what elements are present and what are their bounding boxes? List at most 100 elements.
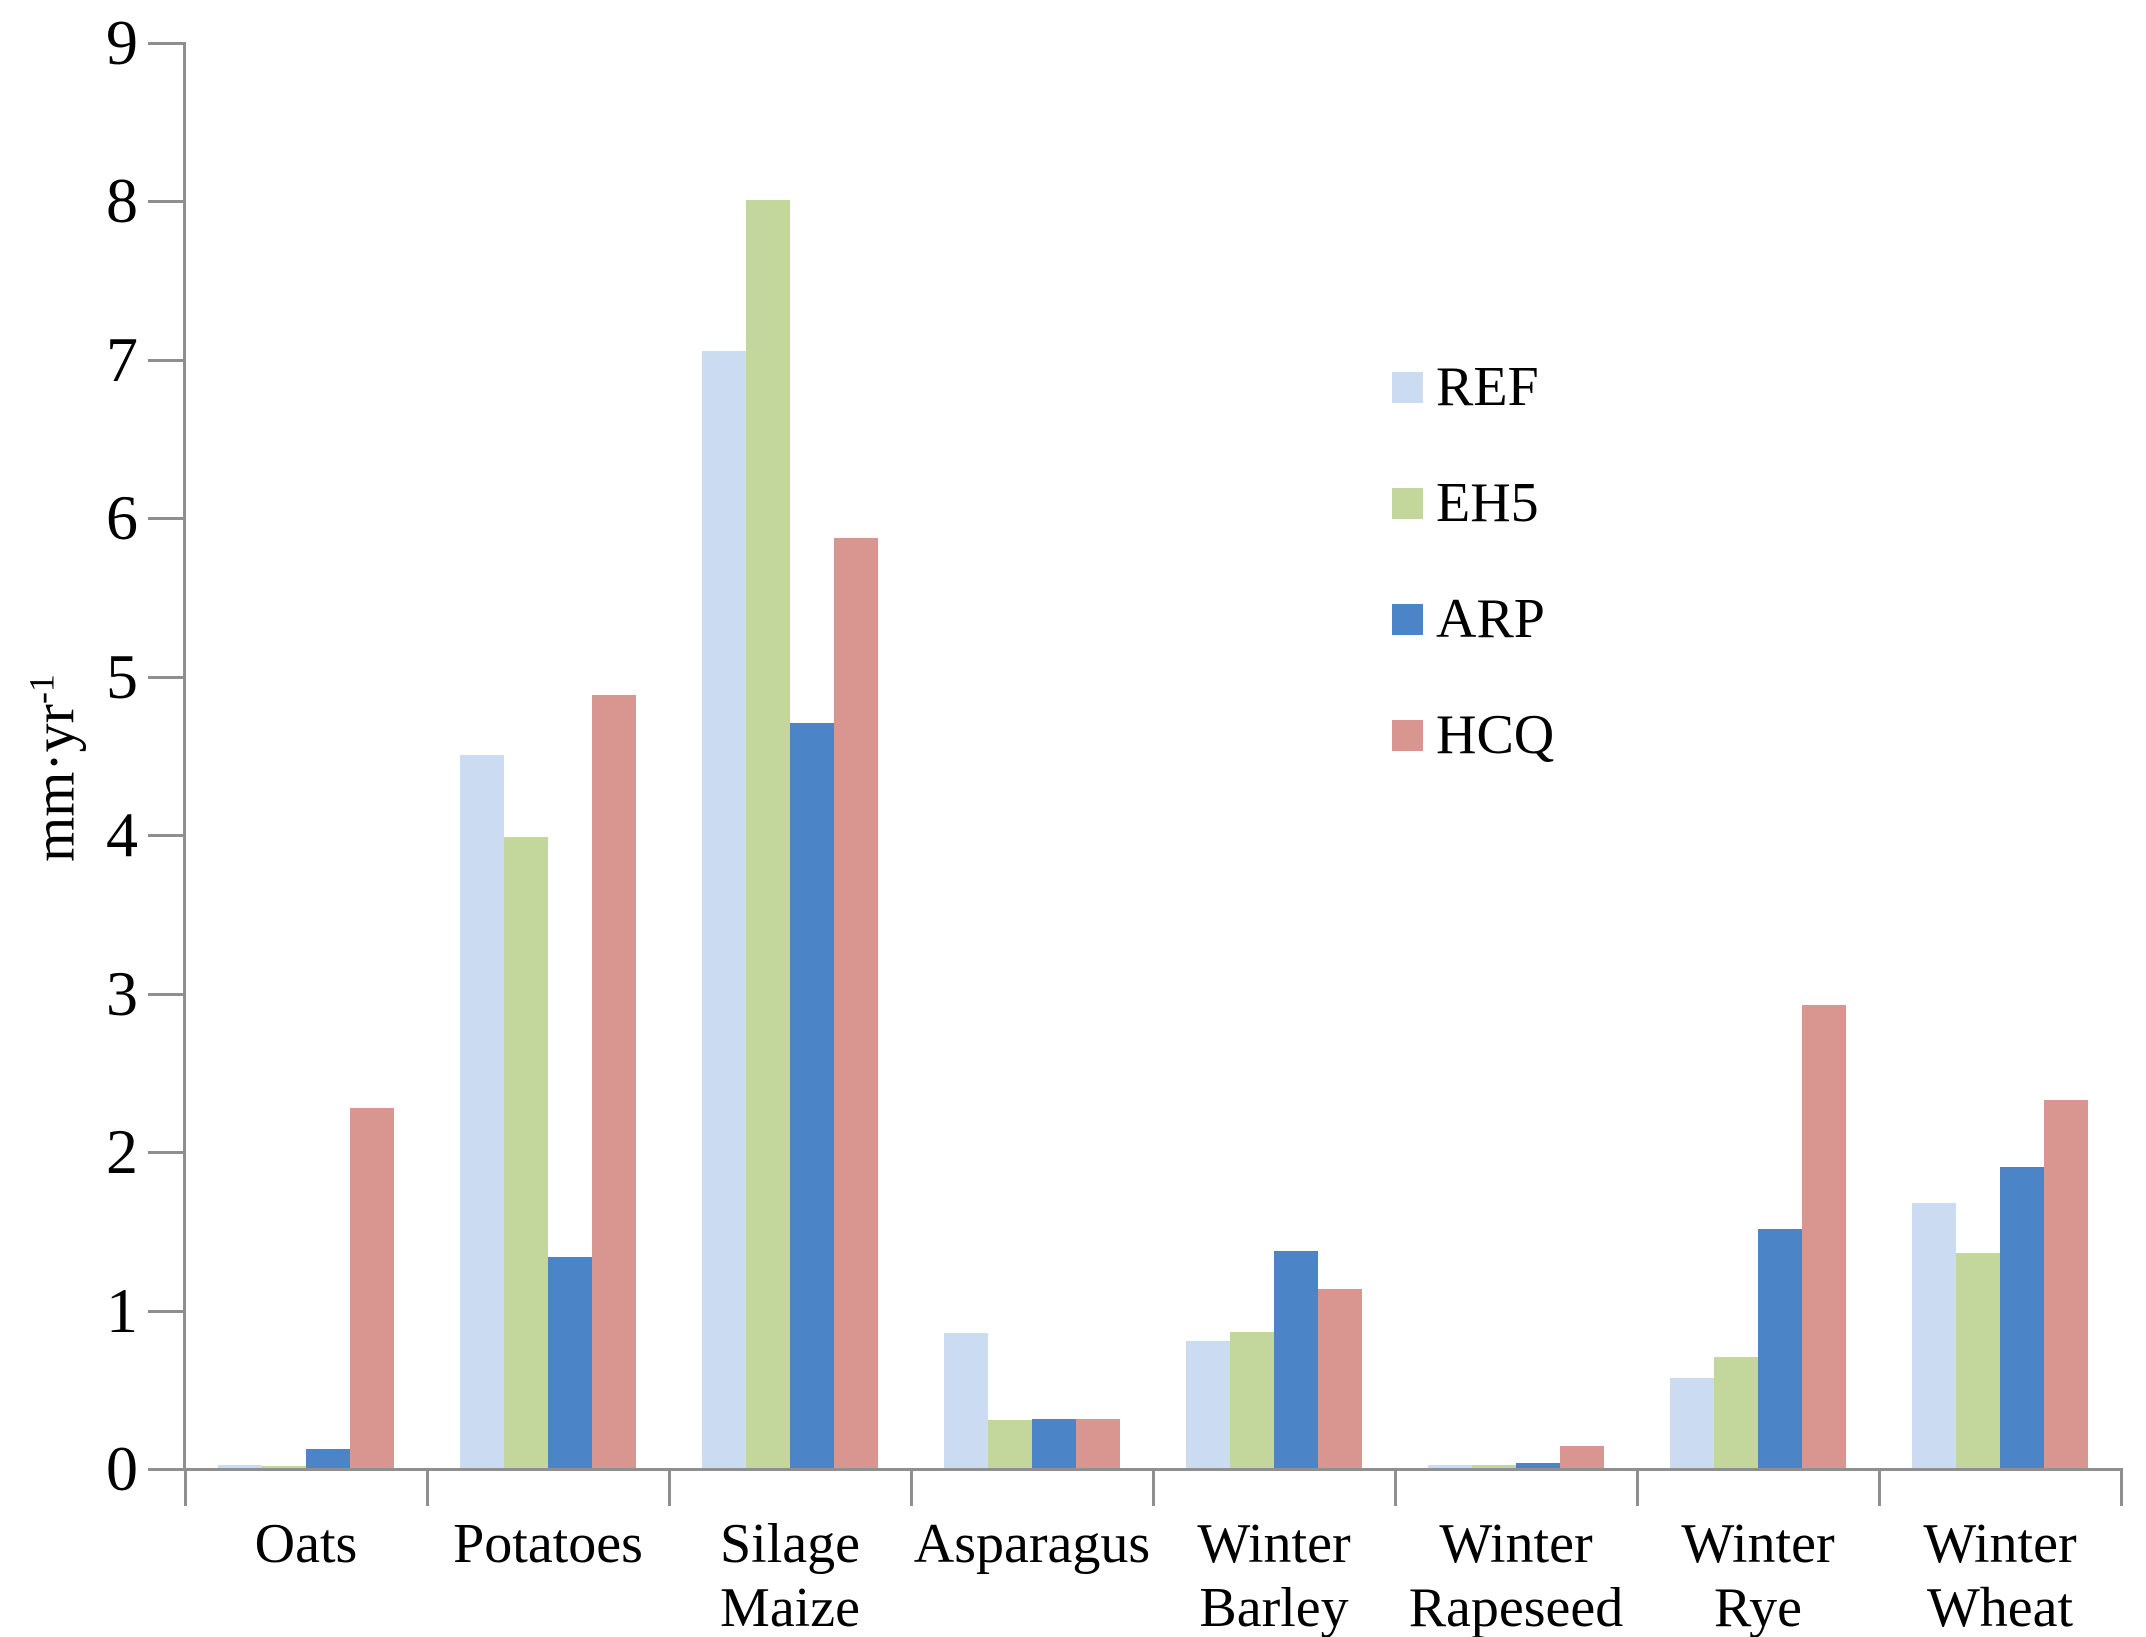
x-tick-mark-5 xyxy=(1393,1468,1397,1506)
legend-label-hcq: HCQ xyxy=(1436,704,1555,766)
legend-swatch-ref xyxy=(1392,371,1423,403)
bar-oats-hcq xyxy=(350,1108,394,1468)
bar-asparagus-hcq xyxy=(1076,1419,1120,1468)
bar-winter-wheat-ref xyxy=(1912,1203,1956,1468)
bar-silage-maize-eh5 xyxy=(746,200,790,1468)
x-category-label-line: Rapeseed xyxy=(1408,1577,1624,1637)
bar-potatoes-ref xyxy=(460,755,504,1468)
x-tick-mark-0 xyxy=(183,1468,187,1506)
y-tick-label-3: 3 xyxy=(106,957,138,1029)
x-tick-mark-7 xyxy=(1877,1468,1881,1506)
legend: REF EH5 ARP HCQ xyxy=(1392,354,1554,818)
y-tick-label-0: 0 xyxy=(106,1433,138,1504)
y-tick-label-1: 1 xyxy=(106,1274,138,1346)
x-category-label-line: Maize xyxy=(720,1577,860,1637)
legend-item-ref: REF xyxy=(1392,354,1554,420)
bar-silage-maize-ref xyxy=(702,351,746,1468)
x-category-label-line: Barley xyxy=(1199,1577,1349,1637)
y-tick-mark-8 xyxy=(148,200,184,204)
legend-swatch-hcq xyxy=(1392,719,1423,751)
x-tick-mark-2 xyxy=(667,1468,671,1506)
x-tick-mark-3 xyxy=(909,1468,913,1506)
bar-winter-rye-ref xyxy=(1670,1378,1714,1468)
y-tick-mark-6 xyxy=(148,517,184,521)
legend-label-ref: REF xyxy=(1436,356,1539,418)
x-category-label-line: Oats xyxy=(254,1513,358,1575)
bar-asparagus-ref xyxy=(944,1333,988,1468)
bar-asparagus-eh5 xyxy=(988,1420,1032,1468)
bar-winter-rapeseed-ref xyxy=(1428,1465,1472,1468)
y-tick-label-8: 8 xyxy=(106,165,138,237)
bar-oats-ref xyxy=(218,1465,262,1468)
x-category-label-line: Winter xyxy=(1681,1513,1835,1575)
x-category-label-line: Silage xyxy=(720,1513,860,1575)
bar-group-winter-rapeseed xyxy=(1395,42,1637,1468)
legend-item-hcq: HCQ xyxy=(1392,702,1554,768)
y-tick-mark-2 xyxy=(148,1151,184,1155)
x-category-label-winter-barley: Winter Barley xyxy=(1153,1512,1395,1637)
bar-winter-rapeseed-hcq xyxy=(1560,1446,1604,1468)
legend-swatch-arp xyxy=(1392,603,1423,635)
x-axis-line xyxy=(148,1468,2123,1471)
bar-winter-wheat-eh5 xyxy=(1956,1253,2000,1468)
bar-silage-maize-hcq xyxy=(834,538,878,1468)
bar-group-potatoes xyxy=(427,42,669,1468)
x-category-label-oats: Oats xyxy=(185,1512,427,1576)
bar-group-winter-barley xyxy=(1153,42,1395,1468)
y-axis-line xyxy=(183,42,186,1471)
bar-group-winter-rye xyxy=(1637,42,1879,1468)
bar-group-asparagus xyxy=(911,42,1153,1468)
legend-label-arp: ARP xyxy=(1436,588,1545,650)
bar-group-winter-wheat xyxy=(1879,42,2121,1468)
y-tick-label-7: 7 xyxy=(106,323,138,395)
bar-winter-rye-arp xyxy=(1758,1229,1802,1468)
bar-silage-maize-arp xyxy=(790,723,834,1468)
y-tick-mark-0 xyxy=(148,1468,184,1471)
legend-label-eh5: EH5 xyxy=(1436,472,1539,534)
bar-potatoes-hcq xyxy=(592,695,636,1468)
legend-item-arp: ARP xyxy=(1392,586,1554,652)
x-tick-mark-6 xyxy=(1635,1468,1639,1506)
y-tick-mark-7 xyxy=(148,358,184,362)
bar-winter-wheat-hcq xyxy=(2044,1100,2088,1468)
x-category-label-potatoes: Potatoes xyxy=(427,1512,669,1576)
x-category-label-silage-maize: Silage Maize xyxy=(669,1512,911,1637)
y-tick-mark-4 xyxy=(148,834,184,838)
bar-group-oats xyxy=(185,42,427,1468)
x-tick-mark-1 xyxy=(425,1468,429,1506)
y-tick-mark-3 xyxy=(148,992,184,996)
y-tick-label-9: 9 xyxy=(106,7,138,78)
y-tick-label-6: 6 xyxy=(106,482,138,554)
y-tick-mark-5 xyxy=(148,675,184,679)
bar-winter-barley-arp xyxy=(1274,1251,1318,1468)
bar-potatoes-arp xyxy=(548,1257,592,1468)
x-category-label-line: Winter xyxy=(1197,1513,1351,1575)
bar-potatoes-eh5 xyxy=(504,837,548,1468)
bar-winter-barley-eh5 xyxy=(1230,1332,1274,1468)
x-category-label-line: Rye xyxy=(1714,1577,1802,1637)
bar-winter-rapeseed-eh5 xyxy=(1472,1465,1516,1468)
bar-winter-barley-ref xyxy=(1186,1341,1230,1468)
bar-oats-eh5 xyxy=(262,1466,306,1468)
y-tick-mark-1 xyxy=(148,1309,184,1313)
plot-area xyxy=(185,42,2121,1468)
bar-winter-rapeseed-arp xyxy=(1516,1463,1560,1468)
legend-swatch-eh5 xyxy=(1392,487,1423,519)
x-category-label-line: Winter xyxy=(1923,1513,2077,1575)
bar-oats-arp xyxy=(306,1449,350,1468)
x-category-label-winter-rapeseed: Winter Rapeseed xyxy=(1395,1512,1637,1637)
x-category-label-winter-rye: Winter Rye xyxy=(1637,1512,1879,1637)
x-category-label-winter-wheat: Winter Wheat xyxy=(1879,1512,2121,1637)
x-category-label-asparagus: Asparagus xyxy=(911,1512,1153,1576)
x-category-label-line: Asparagus xyxy=(913,1513,1151,1575)
x-tick-mark-8 xyxy=(2119,1468,2123,1506)
y-tick-label-2: 2 xyxy=(106,1116,138,1188)
bar-winter-barley-hcq xyxy=(1318,1289,1362,1468)
x-category-label-line: Wheat xyxy=(1926,1577,2074,1637)
bar-asparagus-arp xyxy=(1032,1419,1076,1468)
y-tick-mark-9 xyxy=(148,42,184,45)
x-category-label-line: Potatoes xyxy=(453,1513,643,1575)
x-category-label-line: Winter xyxy=(1439,1513,1593,1575)
x-tick-mark-4 xyxy=(1151,1468,1155,1506)
